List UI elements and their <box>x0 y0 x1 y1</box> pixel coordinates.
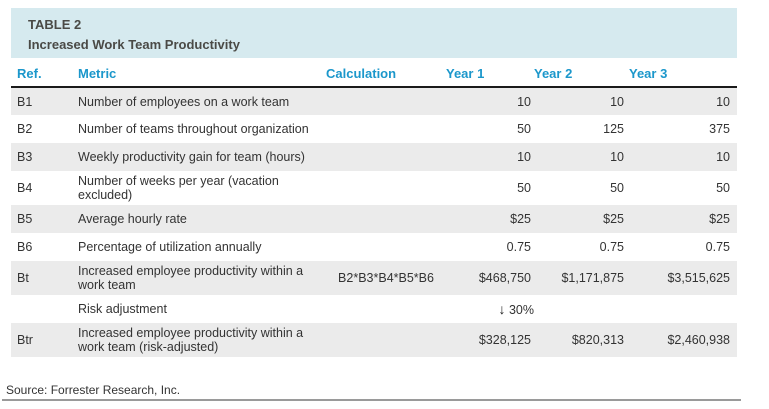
year-3-value-cell: $25 <box>709 212 730 226</box>
ref-cell: Btr <box>17 333 33 347</box>
metric-cell: Increased employee productivity within a… <box>78 326 304 354</box>
table-row: B2 Number of teams throughout organizatio… <box>11 115 737 143</box>
column-header-ref: Ref. <box>11 58 66 88</box>
year-3-value-cell: $3,515,625 <box>667 271 730 285</box>
ref-cell: B5 <box>17 212 33 226</box>
calculation-cell <box>326 205 446 233</box>
table-row: Btr Increased employee productivity withi… <box>11 323 737 357</box>
metric-cell: Average hourly rate <box>78 212 187 226</box>
year-3-value-cell <box>629 295 737 323</box>
calculation-cell <box>326 323 446 357</box>
metric-cell: Number of weeks per year (vacation exclu… <box>78 174 279 202</box>
column-header-calculation: Calculation <box>326 58 446 88</box>
year-2-value-cell: 10 <box>610 94 624 109</box>
year-1-value-cell: 10 <box>517 94 531 109</box>
year-3-value-cell: 375 <box>709 122 730 136</box>
year-3-value-cell: 10 <box>716 94 730 109</box>
metric-cell: Weekly productivity gain for team (hours… <box>78 150 305 164</box>
calculation-cell <box>326 143 446 171</box>
year-1-value-cell: $25 <box>510 212 531 226</box>
year-1-value-cell: 50 <box>517 122 531 136</box>
table-body: B1 Number of employees on a work team 10 10… <box>11 87 737 357</box>
calculation-cell <box>326 171 446 205</box>
calculation-cell <box>326 295 446 323</box>
ref-cell: Bt <box>17 271 29 285</box>
source-note: Source: Forrester Research, Inc. <box>2 383 741 401</box>
year-2-value-cell: $25 <box>603 212 624 226</box>
year-1-value-cell: 50 <box>517 181 531 195</box>
year-2-value-cell: 125 <box>603 122 624 136</box>
table-row: Bt Increased employee productivity within… <box>11 261 737 295</box>
metric-cell: Number of employees on a work team <box>78 94 290 109</box>
ref-cell <box>11 295 66 323</box>
year-3-value-cell: 50 <box>716 181 730 195</box>
table-title-band: TABLE 2 Increased Work Team Productivity <box>11 8 737 58</box>
table-row: B6 Percentage of utilization annually 0.75… <box>11 233 737 261</box>
year-1-value-cell: ↓ 30% <box>498 300 535 317</box>
table-row: B3 Weekly productivity gain for team (hou… <box>11 143 737 171</box>
metric-cell: Percentage of utilization annually <box>78 240 262 254</box>
year-2-value-cell <box>534 295 629 323</box>
year-2-value-cell: $1,171,875 <box>561 271 624 285</box>
table-row: B4 Number of weeks per year (vacation exc… <box>11 171 737 205</box>
calculation-cell: B2*B3*B4*B5*B6 <box>338 271 434 285</box>
year-1-value-cell: 0.75 <box>506 240 531 254</box>
year-2-value-cell: 0.75 <box>599 240 624 254</box>
column-header-year-3: Year 3 <box>629 58 737 88</box>
table-row: B5 Average hourly rate $25 $25 $25 <box>11 205 737 233</box>
calculation-cell <box>326 87 446 115</box>
column-header-metric: Metric <box>66 58 326 88</box>
table-label: TABLE 2 <box>28 17 82 32</box>
table-row: Risk adjustment ↓ 30% <box>11 295 737 323</box>
column-header-year-1: Year 1 <box>446 58 534 88</box>
year-3-value-cell: 0.75 <box>705 240 730 254</box>
metric-cell: Number of teams throughout organization <box>78 122 309 136</box>
year-3-value-cell: $2,460,938 <box>667 333 730 347</box>
ref-cell: B1 <box>17 94 33 109</box>
year-3-value-cell: 10 <box>716 150 730 164</box>
table-row: B1 Number of employees on a work team 10 10… <box>11 87 737 115</box>
calculation-cell <box>326 115 446 143</box>
year-2-value-cell: $820,313 <box>571 333 624 347</box>
metric-cell: Increased employee productivity within a… <box>78 264 304 292</box>
year-1-value-cell: $328,125 <box>478 333 531 347</box>
table-title: Increased Work Team Productivity <box>28 37 240 52</box>
ref-cell: B6 <box>17 240 33 254</box>
ref-cell: B4 <box>17 181 33 195</box>
year-1-value-cell: 10 <box>517 150 531 164</box>
ref-cell: B3 <box>17 150 33 164</box>
year-2-value-cell: 10 <box>610 150 624 164</box>
down-arrow-icon: ↓ <box>498 300 506 317</box>
productivity-table: Ref. Metric Calculation Year 1 Year 2 Ye… <box>11 58 737 357</box>
calculation-cell <box>326 233 446 261</box>
ref-cell: B2 <box>17 122 33 136</box>
table-header-row: Ref. Metric Calculation Year 1 Year 2 Ye… <box>11 58 737 88</box>
metric-cell: Risk adjustment <box>78 302 167 316</box>
column-header-year-2: Year 2 <box>534 58 629 88</box>
year-1-value-cell: $468,750 <box>478 271 531 285</box>
year-2-value-cell: 50 <box>610 181 624 195</box>
